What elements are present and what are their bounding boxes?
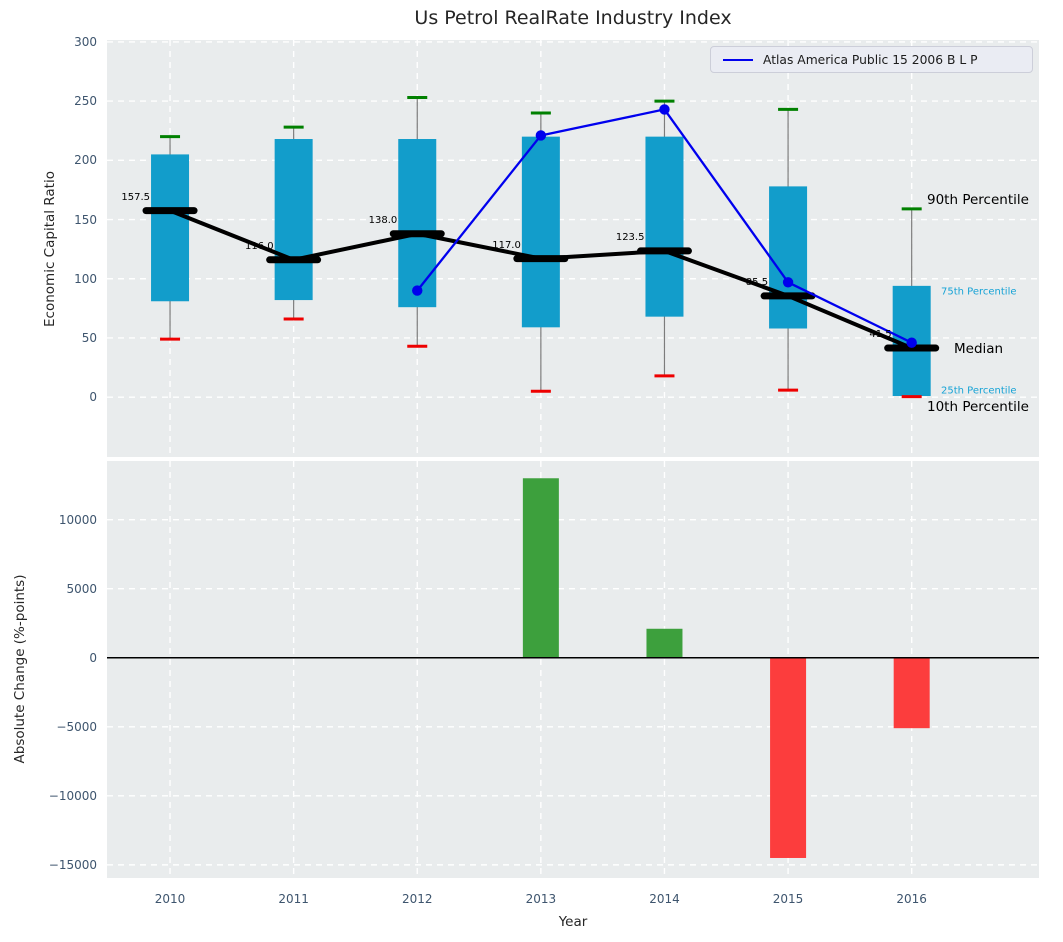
- bar-2014: [646, 628, 683, 658]
- ytick-top-50: 50: [81, 330, 97, 345]
- box-2015: [769, 186, 808, 329]
- median-value-label-2013: 117.0: [492, 239, 521, 251]
- ytick-bottom--10000: −10000: [48, 788, 97, 803]
- median-value-label-2011: 116.0: [245, 240, 274, 252]
- box-2012: [398, 139, 437, 308]
- annotation-25th-percentile: 25th Percentile: [941, 385, 1017, 397]
- xtick-2016: 2016: [896, 892, 927, 906]
- annotation-90th-percentile: 90th Percentile: [927, 192, 1029, 208]
- median-value-label-2014: 123.5: [615, 231, 645, 243]
- box-2013: [521, 136, 560, 328]
- box-2011: [274, 139, 313, 301]
- median-value-label-2012: 138.0: [368, 214, 398, 226]
- bar-2013: [522, 478, 559, 658]
- series-marker-2013: [535, 130, 547, 141]
- bar-2015: [770, 657, 807, 858]
- xtick-2015: 2015: [772, 892, 804, 906]
- annotation-75th-percentile: 75th Percentile: [941, 286, 1017, 298]
- series-marker-2012: [412, 285, 423, 296]
- xtick-2010: 2010: [154, 892, 186, 906]
- median-segment-2011: [266, 256, 322, 264]
- median-segment-2014: [636, 247, 692, 255]
- legend-label: Atlas America Public 15 2006 B L P: [763, 52, 978, 67]
- ytick-top-0: 0: [89, 390, 97, 405]
- median-value-label-2010: 157.5: [121, 191, 151, 203]
- median-value-label-2015: 85.5: [745, 276, 769, 288]
- ytick-bottom--15000: −15000: [48, 857, 97, 872]
- ytick-bottom-0: 0: [89, 650, 97, 665]
- ytick-top-250: 250: [74, 94, 97, 109]
- legend: Atlas America Public 15 2006 B L P: [710, 46, 1033, 73]
- xtick-2011: 2011: [278, 892, 309, 906]
- ytick-top-100: 100: [74, 271, 97, 286]
- xtick-2013: 2013: [525, 892, 557, 906]
- median-segment-2015: [760, 292, 816, 300]
- ytick-bottom-10000: 10000: [58, 512, 97, 527]
- annotation-median: Median: [954, 341, 1004, 357]
- ytick-top-300: 300: [74, 34, 97, 49]
- box-2010: [151, 154, 190, 302]
- y-axis-label-bottom: Absolute Change (%-points): [12, 574, 28, 764]
- ytick-bottom-5000: 5000: [66, 581, 97, 596]
- xtick-2014: 2014: [649, 892, 680, 906]
- chart-title: Us Petrol RealRate Industry Index: [414, 7, 732, 29]
- median-segment-2010: [142, 207, 198, 215]
- median-segment-2013: [513, 255, 569, 263]
- x-axis-label: Year: [558, 914, 588, 930]
- ytick-top-150: 150: [74, 212, 97, 227]
- y-axis-label-top: Economic Capital Ratio: [42, 171, 58, 327]
- ytick-bottom--5000: −5000: [56, 719, 97, 734]
- series-marker-2015: [782, 277, 794, 288]
- legend-line-sample: [723, 58, 753, 61]
- box-2014: [645, 136, 684, 317]
- series-marker-2014: [659, 104, 670, 115]
- ytick-top-200: 200: [74, 153, 97, 168]
- series-marker-2016: [906, 337, 917, 348]
- median-segment-2016: [884, 344, 940, 352]
- xtick-2012: 2012: [401, 892, 433, 906]
- median-segment-2012: [389, 230, 445, 238]
- median-value-label-2016: 41.5: [869, 329, 892, 341]
- bar-2016: [893, 657, 930, 729]
- bottom-panel-background: [107, 461, 1039, 878]
- annotation-10th-percentile: 10th Percentile: [927, 399, 1029, 415]
